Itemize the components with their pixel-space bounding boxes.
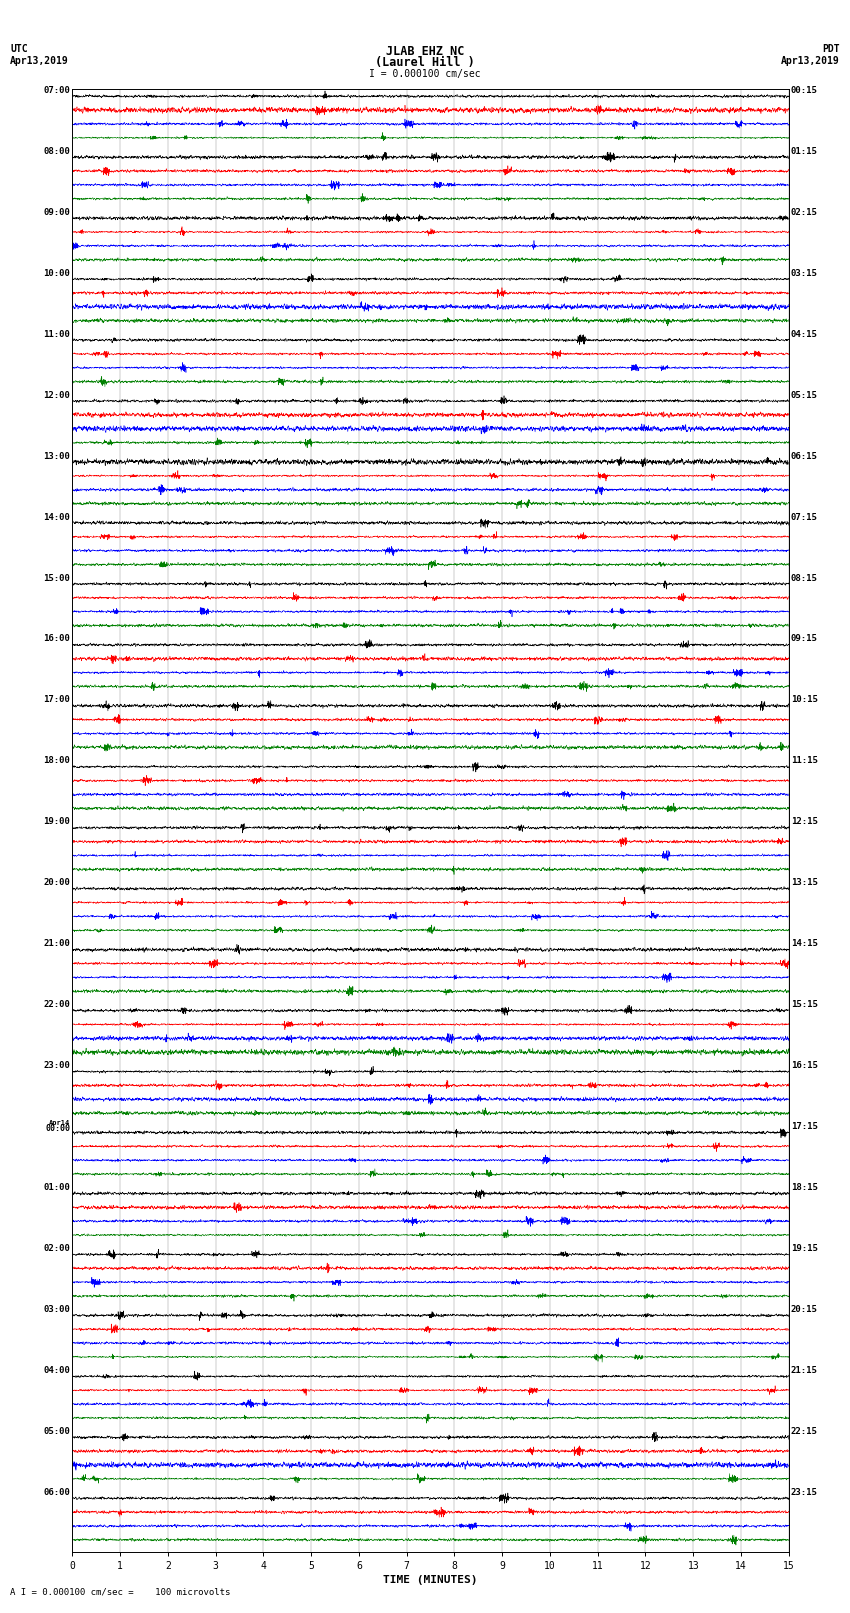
Text: (Laurel Hill ): (Laurel Hill ) xyxy=(375,56,475,69)
Text: 20:00: 20:00 xyxy=(43,879,70,887)
Text: 15:15: 15:15 xyxy=(791,1000,818,1010)
Text: 19:00: 19:00 xyxy=(43,818,70,826)
Text: 04:15: 04:15 xyxy=(791,329,818,339)
Text: 23:00: 23:00 xyxy=(43,1061,70,1069)
Text: 08:00: 08:00 xyxy=(43,147,70,156)
Text: 21:15: 21:15 xyxy=(791,1366,818,1374)
Text: 22:00: 22:00 xyxy=(43,1000,70,1010)
Text: 02:00: 02:00 xyxy=(43,1244,70,1253)
Text: 17:15: 17:15 xyxy=(791,1123,818,1131)
Text: Apr14: Apr14 xyxy=(48,1119,70,1126)
Text: 18:15: 18:15 xyxy=(791,1182,818,1192)
Text: 09:15: 09:15 xyxy=(791,634,818,644)
Text: Apr13,2019: Apr13,2019 xyxy=(781,56,840,66)
Text: 07:15: 07:15 xyxy=(791,513,818,521)
Text: 08:15: 08:15 xyxy=(791,574,818,582)
Text: 01:00: 01:00 xyxy=(43,1182,70,1192)
Text: I = 0.000100 cm/sec: I = 0.000100 cm/sec xyxy=(369,69,481,79)
Text: 23:15: 23:15 xyxy=(791,1487,818,1497)
Text: 02:15: 02:15 xyxy=(791,208,818,216)
Text: 17:00: 17:00 xyxy=(43,695,70,705)
Text: 11:15: 11:15 xyxy=(791,756,818,766)
Text: PDT: PDT xyxy=(822,44,840,53)
Text: 03:00: 03:00 xyxy=(43,1305,70,1315)
Text: 06:00: 06:00 xyxy=(43,1487,70,1497)
Text: 12:15: 12:15 xyxy=(791,818,818,826)
Text: 14:15: 14:15 xyxy=(791,939,818,948)
Text: 22:15: 22:15 xyxy=(791,1428,818,1436)
Text: 18:00: 18:00 xyxy=(43,756,70,766)
Text: Apr13,2019: Apr13,2019 xyxy=(10,56,69,66)
Text: 19:15: 19:15 xyxy=(791,1244,818,1253)
Text: 11:00: 11:00 xyxy=(43,329,70,339)
Text: 13:15: 13:15 xyxy=(791,879,818,887)
Text: 20:15: 20:15 xyxy=(791,1305,818,1315)
Text: 12:00: 12:00 xyxy=(43,390,70,400)
Text: A I = 0.000100 cm/sec =    100 microvolts: A I = 0.000100 cm/sec = 100 microvolts xyxy=(10,1587,230,1597)
Text: 14:00: 14:00 xyxy=(43,513,70,521)
Text: 00:00: 00:00 xyxy=(45,1124,70,1134)
Text: 05:00: 05:00 xyxy=(43,1428,70,1436)
Text: 15:00: 15:00 xyxy=(43,574,70,582)
Text: 07:00: 07:00 xyxy=(43,85,70,95)
Text: 10:00: 10:00 xyxy=(43,269,70,277)
Text: 09:00: 09:00 xyxy=(43,208,70,216)
Text: 06:15: 06:15 xyxy=(791,452,818,461)
Text: 10:15: 10:15 xyxy=(791,695,818,705)
Text: 16:00: 16:00 xyxy=(43,634,70,644)
Text: 05:15: 05:15 xyxy=(791,390,818,400)
Text: 16:15: 16:15 xyxy=(791,1061,818,1069)
Text: 21:00: 21:00 xyxy=(43,939,70,948)
Text: 04:00: 04:00 xyxy=(43,1366,70,1374)
X-axis label: TIME (MINUTES): TIME (MINUTES) xyxy=(383,1574,478,1586)
Text: 01:15: 01:15 xyxy=(791,147,818,156)
Text: JLAB EHZ NC: JLAB EHZ NC xyxy=(386,45,464,58)
Text: 03:15: 03:15 xyxy=(791,269,818,277)
Text: 13:00: 13:00 xyxy=(43,452,70,461)
Text: UTC: UTC xyxy=(10,44,28,53)
Text: 00:15: 00:15 xyxy=(791,85,818,95)
